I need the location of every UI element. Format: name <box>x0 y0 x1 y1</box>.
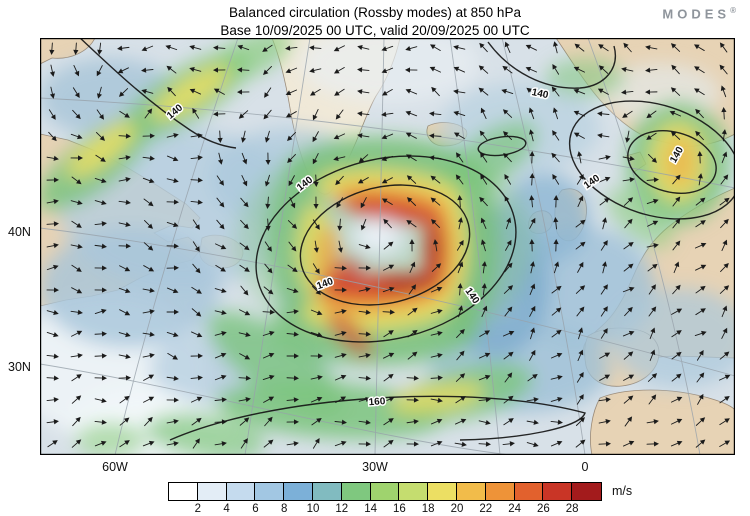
contour-layer <box>77 35 742 441</box>
contour-value-label: 140 <box>531 87 550 101</box>
colorbar: 2 4 6 8 10 12 14 16 18 20 22 24 26 28 <box>168 482 602 516</box>
registered-mark-icon: ® <box>730 6 736 15</box>
colorbar-tick-label: 16 <box>392 503 406 515</box>
colorbar-tick-label: 24 <box>508 503 521 515</box>
colorbar-segment <box>341 483 371 500</box>
colorbar-segment <box>543 483 573 500</box>
colorbar-segment <box>169 483 198 500</box>
colorbar-tick-label: 6 <box>252 503 259 515</box>
wind-speed-shading <box>10 23 750 468</box>
colorbar-tick-label: 26 <box>536 503 550 515</box>
graticule-layer <box>39 37 736 456</box>
chart-header: Balanced circulation (Rossby modes) at 8… <box>0 4 750 39</box>
colorbar-tick-label: 8 <box>280 503 288 515</box>
axis-tick-label: 0 <box>581 460 589 474</box>
colorbar-tick-label: 2 <box>194 503 201 515</box>
colorbar-segment <box>370 483 400 500</box>
colorbar-segment <box>255 483 285 500</box>
colorbar-segment <box>456 483 486 500</box>
axis-tick-label: 30N <box>8 360 31 374</box>
colorbar-segment <box>514 483 544 500</box>
map-frame <box>40 38 735 455</box>
colorbar-tick-label: 22 <box>479 503 493 515</box>
colorbar-segment <box>197 483 227 500</box>
axis-tick-label: 40N <box>8 225 31 239</box>
contour-value-label: 160 <box>368 396 386 408</box>
colorbar-tick-label: 28 <box>565 503 579 515</box>
colorbar-unit-label: m/s <box>612 484 633 498</box>
map-container: 140 140 140 140 140 140 140 160 <box>10 23 750 468</box>
colorbar-tick-label: 4 <box>223 503 230 515</box>
axis-tick-label: 30W <box>362 460 388 474</box>
colorbar-segment <box>284 483 313 500</box>
axis-tick-label: 60W <box>102 460 128 474</box>
colorbar-tick-label: 12 <box>335 503 349 515</box>
colorbar-tick-label: 10 <box>306 503 320 515</box>
colorbar-segment <box>226 483 256 500</box>
colorbar-segment <box>572 483 601 500</box>
colorbar-segment <box>428 483 457 500</box>
wind-arrow-layer <box>46 41 731 449</box>
chart-title: Balanced circulation (Rossby modes) at 8… <box>229 5 521 20</box>
modes-logo: MODES® <box>662 6 736 21</box>
land-africa <box>590 389 736 456</box>
colorbar-cells <box>168 482 602 501</box>
colorbar-tick-label: 18 <box>421 503 435 515</box>
colorbar-segment <box>399 483 429 500</box>
colorbar-segment <box>485 483 515 500</box>
colorbar-tick-label: 20 <box>450 503 464 515</box>
chart-subtitle: Base 10/09/2025 00 UTC, valid 20/09/2025… <box>220 22 530 38</box>
colorbar-segment <box>312 483 342 500</box>
modes-logo-text: MODES <box>662 6 731 22</box>
colorbar-tick-label: 14 <box>364 503 377 515</box>
